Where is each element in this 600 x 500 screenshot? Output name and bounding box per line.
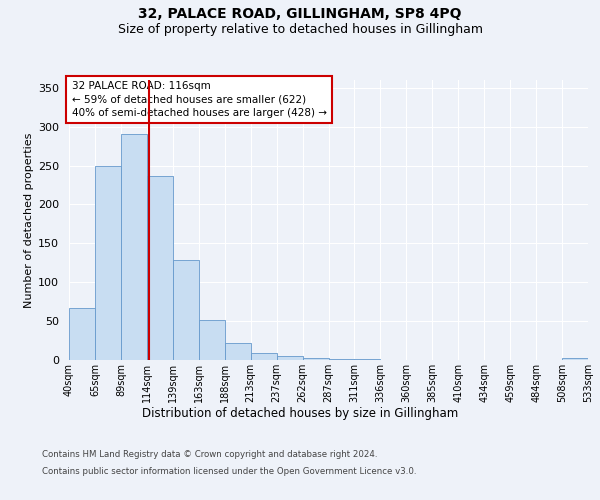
Text: Size of property relative to detached houses in Gillingham: Size of property relative to detached ho… bbox=[118, 22, 482, 36]
Bar bbox=[302, 358, 329, 360]
Bar bbox=[562, 358, 588, 360]
Bar bbox=[121, 134, 147, 360]
Text: Contains public sector information licensed under the Open Government Licence v3: Contains public sector information licen… bbox=[42, 468, 416, 476]
Text: 32 PALACE ROAD: 116sqm
← 59% of detached houses are smaller (622)
40% of semi-de: 32 PALACE ROAD: 116sqm ← 59% of detached… bbox=[71, 82, 326, 118]
Bar bbox=[225, 343, 251, 360]
Bar bbox=[329, 359, 355, 360]
Bar bbox=[199, 320, 224, 360]
Bar bbox=[69, 308, 95, 360]
Text: 32, PALACE ROAD, GILLINGHAM, SP8 4PQ: 32, PALACE ROAD, GILLINGHAM, SP8 4PQ bbox=[138, 8, 462, 22]
Bar bbox=[147, 176, 173, 360]
Y-axis label: Number of detached properties: Number of detached properties bbox=[24, 132, 34, 308]
Bar bbox=[251, 353, 277, 360]
Bar bbox=[173, 260, 199, 360]
Text: Contains HM Land Registry data © Crown copyright and database right 2024.: Contains HM Land Registry data © Crown c… bbox=[42, 450, 377, 459]
Bar bbox=[95, 166, 121, 360]
Bar bbox=[277, 356, 302, 360]
Bar bbox=[355, 359, 380, 360]
Text: Distribution of detached houses by size in Gillingham: Distribution of detached houses by size … bbox=[142, 408, 458, 420]
